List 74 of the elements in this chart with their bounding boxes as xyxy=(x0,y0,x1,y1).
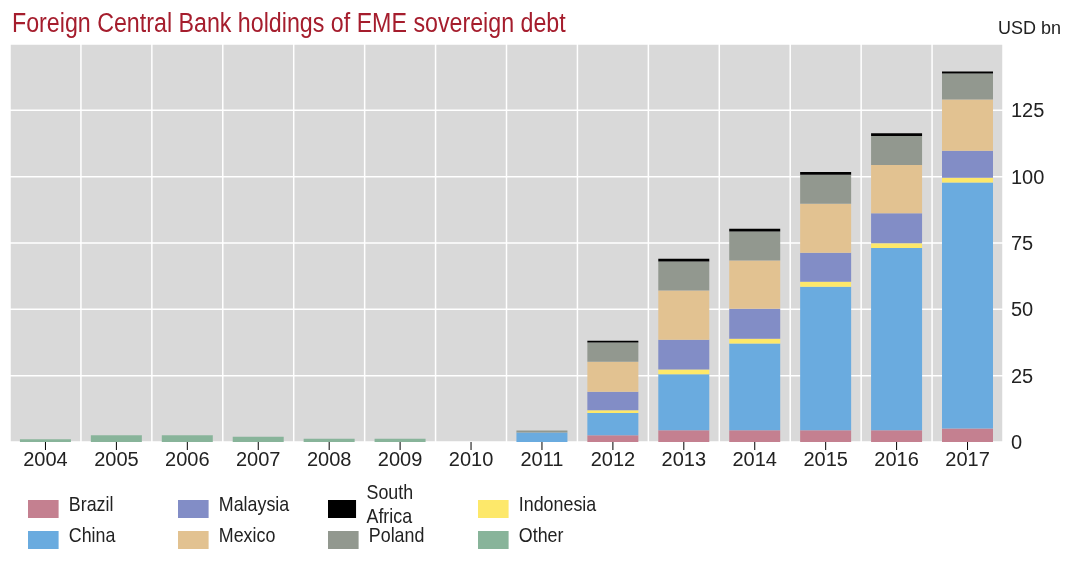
bar xyxy=(587,413,639,436)
bar xyxy=(942,428,993,442)
x-tick-label: 2015 xyxy=(803,448,848,471)
bar xyxy=(800,252,852,282)
y-axis-title: USD bn xyxy=(997,18,1061,39)
bar xyxy=(729,231,781,261)
legend-label: Mexico xyxy=(218,522,276,547)
x-tick-label: 2010 xyxy=(448,448,494,471)
bar xyxy=(729,343,781,431)
bar xyxy=(729,308,781,339)
legend-label: China xyxy=(68,522,116,547)
y-tick-label: 125 xyxy=(1011,99,1045,122)
legend-label: Brazil xyxy=(68,491,114,516)
bar xyxy=(871,248,923,431)
y-tick-label: 25 xyxy=(1011,364,1034,387)
bar xyxy=(871,430,923,442)
bar xyxy=(800,286,852,431)
bar xyxy=(942,177,993,183)
bar xyxy=(232,436,284,442)
bar xyxy=(942,99,993,151)
bar xyxy=(587,435,639,442)
x-tick-label: 2004 xyxy=(23,448,68,471)
x-tick-label: 2006 xyxy=(165,448,210,471)
bar xyxy=(729,430,781,442)
bar xyxy=(658,430,710,442)
bar xyxy=(871,243,923,249)
bar xyxy=(871,164,923,214)
bar xyxy=(587,342,639,362)
bar xyxy=(871,136,923,165)
bar xyxy=(942,73,993,100)
y-tick-label: 100 xyxy=(1011,165,1045,188)
x-tick-label: 2014 xyxy=(732,448,777,471)
bar xyxy=(658,339,710,370)
y-tick-label: 0 xyxy=(1011,431,1023,454)
bar xyxy=(729,260,781,309)
x-tick-label: 2013 xyxy=(661,448,707,471)
chart-title: Foreign Central Bank holdings of EME sovereign debt xyxy=(12,8,566,39)
bar xyxy=(800,281,852,287)
bar xyxy=(942,182,993,429)
x-tick-label: 2009 xyxy=(377,448,423,471)
bar xyxy=(19,439,71,442)
bar xyxy=(800,174,852,204)
x-tick-label: 2008 xyxy=(306,448,352,471)
bar xyxy=(303,438,355,442)
bar xyxy=(587,361,639,392)
legend-label: Malaysia xyxy=(218,491,290,516)
x-tick-label: 2012 xyxy=(590,448,636,471)
x-tick-label: 2005 xyxy=(94,448,139,471)
bar xyxy=(587,410,639,414)
bar xyxy=(729,228,781,232)
bar xyxy=(516,432,568,442)
bar xyxy=(658,258,710,262)
legend-label: Indonesia xyxy=(518,491,597,516)
x-tick-label: 2017 xyxy=(945,448,990,471)
bar xyxy=(658,374,710,431)
bar xyxy=(800,203,852,253)
legend-label: Other xyxy=(518,522,564,547)
bar xyxy=(161,435,213,442)
bar xyxy=(729,338,781,344)
bar xyxy=(658,290,710,340)
y-tick-label: 75 xyxy=(1011,232,1034,255)
bar xyxy=(800,171,852,175)
bar xyxy=(658,261,710,291)
bar xyxy=(871,213,923,244)
y-tick-label: 50 xyxy=(1011,298,1034,321)
bar xyxy=(942,150,993,178)
bar xyxy=(374,438,426,442)
bar xyxy=(90,435,142,442)
x-tick-label: 2011 xyxy=(520,448,564,471)
bar xyxy=(800,430,852,442)
x-tick-label: 2016 xyxy=(874,448,919,471)
bar xyxy=(587,391,639,411)
x-tick-label: 2007 xyxy=(236,448,281,471)
bar xyxy=(871,133,923,137)
